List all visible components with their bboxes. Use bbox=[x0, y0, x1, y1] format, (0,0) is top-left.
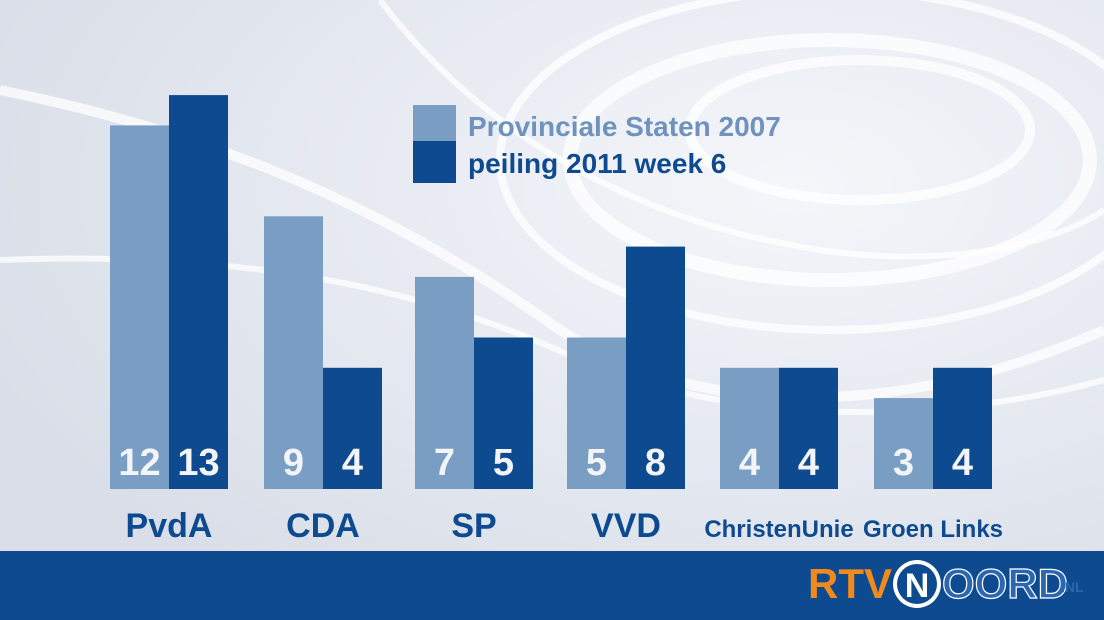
legend-swatch-2007 bbox=[413, 105, 456, 147]
bar-groen-links-2007 bbox=[874, 398, 933, 489]
bar-sp-2011 bbox=[474, 337, 533, 489]
category-label-vvd: VVD bbox=[591, 507, 661, 545]
bar-sp-2007 bbox=[415, 276, 474, 489]
logo-oord: OORD bbox=[942, 560, 1068, 607]
logo-n: N bbox=[905, 567, 930, 605]
bar-groen-links-2011 bbox=[933, 367, 992, 489]
category-label-christenunie: ChristenUnie bbox=[704, 516, 853, 543]
value-label-sp-2007: 7 bbox=[434, 442, 455, 484]
value-label-christenunie-2011: 4 bbox=[798, 442, 819, 484]
legend-label-2007: Provinciale Staten 2007 bbox=[468, 111, 781, 142]
bar-vvd-2011 bbox=[626, 246, 685, 489]
bar-group bbox=[110, 95, 992, 490]
value-label-cda-2011: 4 bbox=[342, 442, 363, 484]
logo-rtv: RTV bbox=[808, 560, 892, 607]
legend: Provinciale Staten 2007 peiling 2011 wee… bbox=[413, 105, 781, 183]
logo-suffix: .NL bbox=[1061, 579, 1084, 595]
legend-label-2011: peiling 2011 week 6 bbox=[468, 148, 726, 179]
value-label-christenunie-2007: 4 bbox=[739, 442, 760, 484]
value-label-pvda-2007: 12 bbox=[118, 442, 160, 484]
value-label-group: 12 13 9 4 7 5 5 8 4 4 3 4 bbox=[118, 442, 973, 484]
bar-cda-2007 bbox=[264, 216, 323, 490]
value-label-pvda-2011: 13 bbox=[177, 442, 219, 484]
bar-pvda-2007 bbox=[110, 125, 169, 490]
category-label-pvda: PvdA bbox=[126, 507, 213, 545]
category-label-sp: SP bbox=[451, 507, 496, 545]
bar-vvd-2007 bbox=[567, 337, 626, 489]
value-label-groen-links-2011: 4 bbox=[952, 442, 973, 484]
value-label-groen-links-2007: 3 bbox=[893, 442, 914, 484]
value-label-sp-2011: 5 bbox=[493, 442, 514, 484]
bar-christenunie-2011 bbox=[779, 367, 838, 489]
category-label-group: PvdA CDA SP VVD ChristenUnie Groen Links bbox=[126, 507, 1003, 545]
bar-pvda-2011 bbox=[169, 95, 228, 489]
category-label-groen-links: Groen Links bbox=[863, 516, 1003, 543]
value-label-vvd-2007: 5 bbox=[586, 442, 607, 484]
bar-christenunie-2007 bbox=[720, 367, 779, 489]
rtv-noord-logo: RTV N OORD .NL bbox=[808, 559, 1084, 608]
category-label-cda: CDA bbox=[286, 507, 360, 545]
bar-cda-2011 bbox=[323, 367, 382, 489]
value-label-vvd-2011: 8 bbox=[645, 442, 666, 484]
legend-swatch-2011 bbox=[413, 141, 456, 183]
logo-n-inner bbox=[897, 564, 937, 604]
value-label-cda-2007: 9 bbox=[283, 442, 304, 484]
